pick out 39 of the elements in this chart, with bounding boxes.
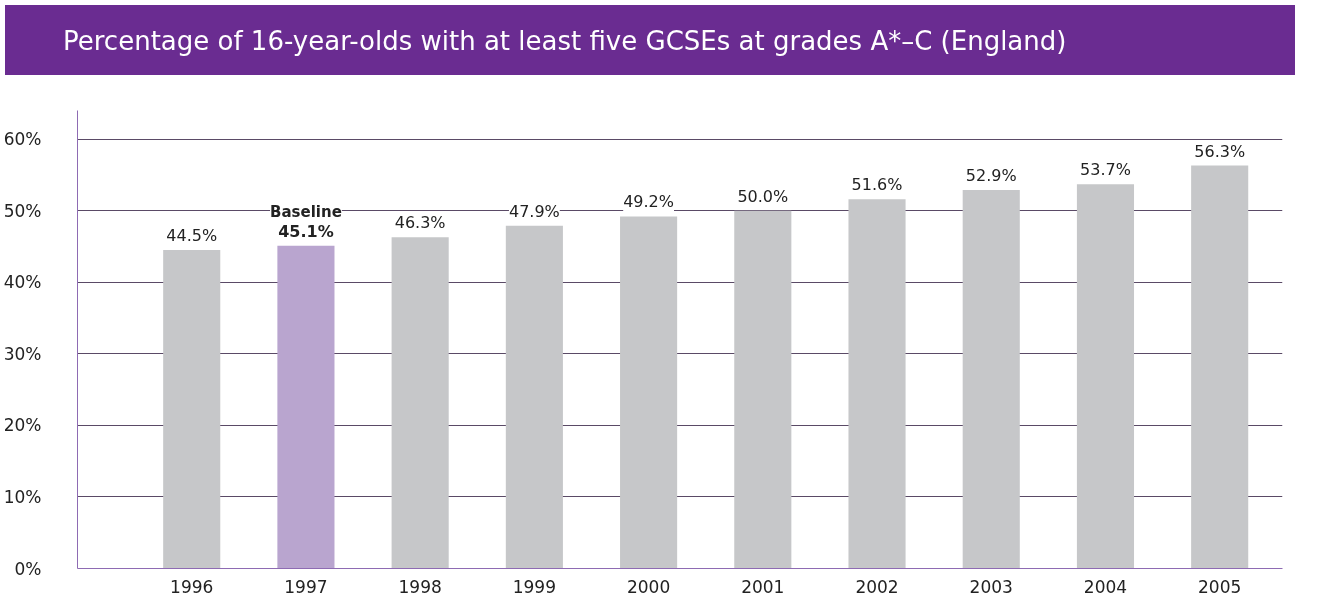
chart-title: Percentage of 16-year-olds with at least five GCSEs at grades A*–C (England) xyxy=(63,25,1067,58)
bar xyxy=(962,189,1020,569)
x-tick-label: 2004 xyxy=(1083,576,1128,597)
annotation: Baseline xyxy=(270,202,342,221)
y-tick-label: 0% xyxy=(14,558,42,579)
bar xyxy=(163,250,221,569)
bar xyxy=(734,210,792,569)
x-tick-label: 2005 xyxy=(1198,576,1242,597)
bar xyxy=(505,225,563,569)
y-tick-label: 50% xyxy=(3,200,42,221)
data-label: 51.6% xyxy=(851,175,903,195)
y-tick-label: 60% xyxy=(3,129,42,150)
y-tick-label: 10% xyxy=(3,486,42,507)
x-tick-label: 2000 xyxy=(626,576,671,597)
data-label: 49.2% xyxy=(623,192,674,212)
bar xyxy=(848,199,906,569)
data-label: 46.3% xyxy=(394,213,446,233)
data-label: 45.1% xyxy=(278,221,334,241)
data-label: 50.0% xyxy=(737,186,789,206)
x-tick-label: 1996 xyxy=(170,576,214,597)
bar xyxy=(391,237,449,569)
y-tick-label: 20% xyxy=(3,415,42,436)
x-tick-label: 1998 xyxy=(398,576,442,597)
data-label: 52.9% xyxy=(965,165,1017,185)
x-tick-label: 1997 xyxy=(284,576,328,597)
bar xyxy=(620,216,678,569)
y-tick-label: 30% xyxy=(3,343,42,364)
bar xyxy=(1076,184,1135,569)
bar xyxy=(1191,165,1249,569)
y-tick-label: 40% xyxy=(3,272,42,293)
data-label: 56.3% xyxy=(1194,141,1246,161)
x-tick-label: 2003 xyxy=(969,576,1013,597)
bar xyxy=(277,245,335,569)
data-label: 53.7% xyxy=(1080,160,1131,180)
x-tick-label: 2001 xyxy=(741,576,785,597)
data-label: 47.9% xyxy=(508,201,560,221)
data-label: 44.5% xyxy=(166,226,218,246)
x-tick-label: 1999 xyxy=(512,576,557,597)
x-tick-label: 2002 xyxy=(855,576,899,597)
